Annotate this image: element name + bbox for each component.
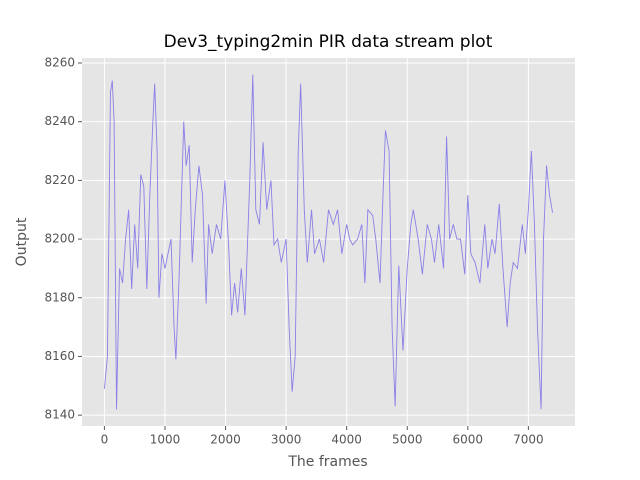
y-tick-label: 8240 [44, 114, 75, 128]
x-tick-label: 5000 [392, 433, 423, 447]
y-tick-label: 8180 [44, 290, 75, 304]
y-tick-label: 8220 [44, 173, 75, 187]
data-line [103, 74, 554, 410]
y-axis-label: Output [14, 217, 30, 266]
x-tick-label: 7000 [513, 433, 544, 447]
x-tick-label: 0 [101, 433, 109, 447]
x-tick-label: 4000 [331, 433, 362, 447]
x-tick-label: 2000 [210, 433, 241, 447]
y-tick-label: 8200 [44, 232, 75, 246]
y-tick-label: 8160 [44, 349, 75, 363]
chart-title: Dev3_typing2min PIR data stream plot [164, 32, 493, 52]
x-tick-label: 3000 [271, 433, 302, 447]
y-tick-label: 8140 [44, 408, 75, 422]
x-tick-label: 1000 [150, 433, 181, 447]
y-tick-label: 8260 [44, 55, 75, 69]
x-tick-label: 6000 [453, 433, 484, 447]
x-axis-label: The frames [287, 454, 367, 470]
